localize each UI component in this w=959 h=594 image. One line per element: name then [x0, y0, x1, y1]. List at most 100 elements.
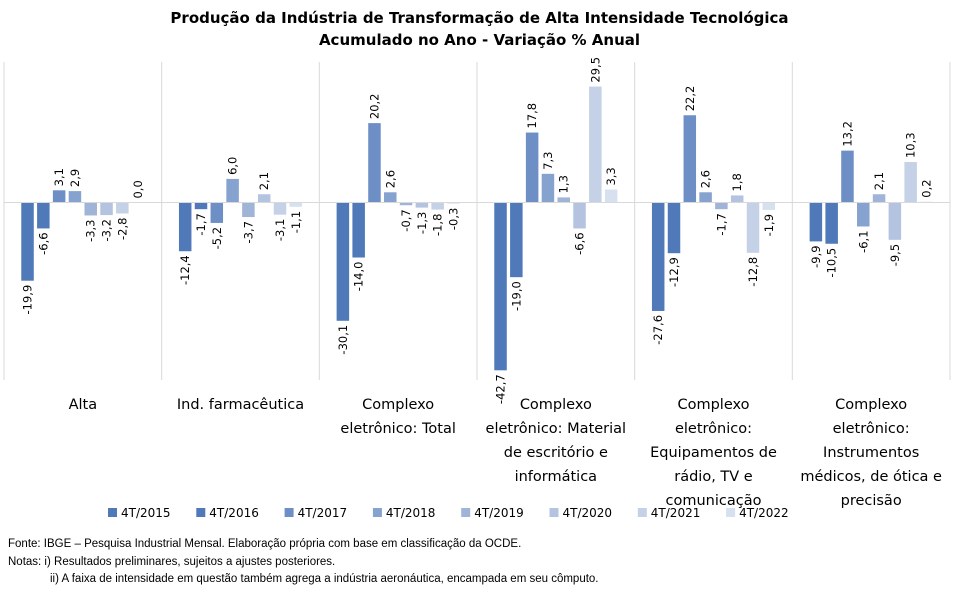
- chart-title-line: Produção da Indústria de Transformação d…: [170, 9, 788, 27]
- bar: [178, 202, 192, 252]
- bar: [273, 202, 287, 215]
- legend-item: 4T/2015: [108, 506, 171, 520]
- legend: 4T/2015 4T/2016 4T/2017 4T/2018 4T/2019 4T/20…: [108, 506, 789, 520]
- data-label: -30,1: [336, 325, 350, 355]
- data-label: -19,0: [509, 281, 523, 311]
- data-label: -6,6: [36, 232, 50, 254]
- data-label: -10,5: [825, 248, 839, 278]
- category-label: Alta: [69, 397, 98, 413]
- chart-title: Produção da Indústria de Transformação d…: [170, 9, 788, 49]
- data-label: 3,1: [52, 168, 66, 186]
- data-label: 2,6: [383, 170, 397, 188]
- data-label: 3,3: [604, 167, 618, 185]
- bar: [116, 202, 129, 214]
- bar: [384, 192, 397, 203]
- bar: [242, 202, 255, 218]
- legend-item: 4T/2019: [461, 506, 524, 520]
- data-label: -12,8: [746, 257, 760, 287]
- legend-label: 4T/2015: [121, 506, 171, 520]
- legend-swatch: [284, 508, 294, 517]
- bar: [52, 190, 66, 203]
- legend-item: 4T/2022: [726, 506, 789, 520]
- bar: [541, 173, 555, 203]
- legend-swatch: [726, 508, 736, 517]
- bar: [510, 202, 523, 278]
- bar: [573, 202, 586, 229]
- legend-label: 4T/2020: [563, 506, 613, 520]
- legend-swatch: [461, 508, 471, 517]
- bar: [604, 189, 618, 203]
- data-label: -1,8: [431, 214, 445, 236]
- bar: [857, 202, 870, 227]
- data-label: -5,2: [210, 227, 224, 249]
- legend-item: 4T/2017: [284, 506, 348, 520]
- legend-item: 4T/2020: [549, 506, 613, 520]
- bar: [100, 202, 113, 216]
- bar: [289, 202, 303, 207]
- bar: [715, 202, 728, 210]
- bar: [841, 150, 854, 203]
- bar: [888, 202, 902, 240]
- bar: [447, 202, 460, 204]
- bar: [730, 195, 744, 203]
- category-labels: Alta Ind. farmacêutica Complexo eletrônico:…: [69, 397, 942, 509]
- data-label: -3,7: [241, 221, 255, 243]
- data-label: 17,8: [525, 103, 539, 129]
- category-label: Complexo eletrônico: Total: [340, 397, 456, 437]
- bar: [210, 202, 224, 223]
- data-label: -27,6: [651, 315, 665, 345]
- plot-area: -19,9-6,63,1 2,9-3,3 -3,2 -2,80,0-12,4-1,7-…: [3, 57, 951, 404]
- data-label: 22,2: [683, 86, 697, 112]
- bar: [525, 132, 539, 203]
- legend-swatch: [108, 508, 117, 517]
- data-label: -6,6: [573, 232, 587, 254]
- bar: [494, 202, 507, 371]
- data-label: -1,3: [415, 212, 429, 234]
- data-label: -0,7: [399, 209, 413, 231]
- bar: [872, 194, 886, 203]
- data-label: 7,3: [541, 152, 555, 170]
- bar: [415, 202, 429, 208]
- bar: [683, 115, 697, 203]
- bar: [368, 123, 381, 203]
- data-label: -9,5: [888, 244, 902, 266]
- legend-label: 4T/2016: [209, 506, 259, 520]
- bar: [904, 162, 917, 203]
- bar: [667, 202, 681, 254]
- legend-swatch: [196, 508, 206, 517]
- data-label: -1,7: [714, 213, 728, 235]
- data-label: 2,6: [699, 170, 713, 188]
- legend-item: 4T/2018: [372, 506, 436, 520]
- bar: [762, 202, 776, 210]
- data-label: -6,1: [856, 230, 870, 252]
- note-2: ii) A faixa de intensidade em questão ta…: [50, 573, 599, 585]
- data-label: -14,0: [352, 262, 366, 292]
- legend-label: 4T/2021: [651, 506, 701, 520]
- bar: [809, 202, 823, 242]
- data-label: 29,5: [588, 57, 602, 83]
- bar: [68, 191, 82, 203]
- legend-label: 4T/2018: [386, 506, 436, 520]
- data-label: -12,4: [178, 255, 192, 285]
- legend-label: 4T/2022: [739, 506, 789, 520]
- bar: [257, 194, 271, 203]
- bar: [37, 202, 50, 229]
- data-label: 6,0: [226, 157, 240, 175]
- legend-swatch: [637, 508, 647, 517]
- bar: [21, 202, 34, 281]
- data-label: -3,1: [273, 219, 287, 241]
- data-label: 2,1: [872, 172, 886, 190]
- data-label: 13,2: [840, 121, 854, 147]
- source-note: Fonte: IBGE – Pesquisa Industrial Mensal…: [8, 538, 522, 550]
- data-label: -0,3: [446, 208, 460, 230]
- data-label: 2,1: [257, 172, 271, 190]
- data-label: -2,8: [115, 218, 129, 240]
- bar: [399, 202, 413, 206]
- legend-label: 4T/2017: [298, 506, 348, 520]
- bar: [746, 202, 760, 253]
- data-label: 1,8: [730, 173, 744, 191]
- data-label: -1,7: [194, 213, 208, 235]
- data-label: -1,1: [289, 211, 303, 233]
- bar: [699, 192, 712, 203]
